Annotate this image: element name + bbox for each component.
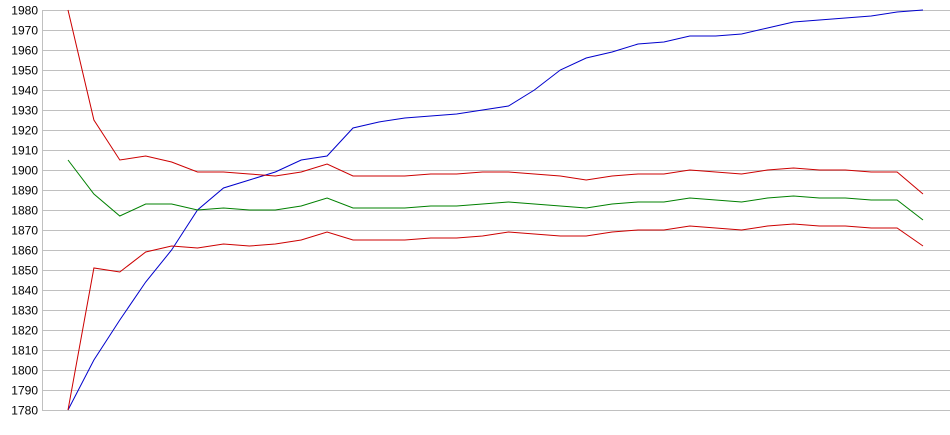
y-tick-label: 1960 bbox=[11, 44, 38, 58]
series-lines bbox=[67, 9, 924, 411]
y-tick-label: 1900 bbox=[11, 164, 38, 178]
y-tick-label: 1830 bbox=[11, 304, 38, 318]
y-tick-label: 1820 bbox=[11, 324, 38, 338]
y-tick-label: 1940 bbox=[11, 84, 38, 98]
series-line-2 bbox=[67, 159, 924, 221]
y-tick-label: 1970 bbox=[11, 24, 38, 38]
y-tick-label: 1810 bbox=[11, 344, 38, 358]
series-line-0 bbox=[67, 9, 924, 411]
y-tick-label: 1920 bbox=[11, 124, 38, 138]
y-tick-label: 1790 bbox=[11, 384, 38, 398]
y-tick-label: 1870 bbox=[11, 224, 38, 238]
gridlines bbox=[42, 10, 950, 411]
y-tick-label: 1910 bbox=[11, 144, 38, 158]
y-tick-label: 1850 bbox=[11, 264, 38, 278]
y-tick-label: 1800 bbox=[11, 364, 38, 378]
y-tick-label: 1980 bbox=[11, 4, 38, 18]
y-tick-label: 1860 bbox=[11, 244, 38, 258]
y-tick-label: 1780 bbox=[11, 404, 38, 418]
series-line-1 bbox=[67, 9, 924, 195]
y-tick-label: 1890 bbox=[11, 184, 38, 198]
y-axis-ticks: 1780 1790 1800 1810 1820 1830 1840 1850 1860 1870… bbox=[11, 4, 38, 418]
y-tick-label: 1880 bbox=[11, 204, 38, 218]
y-tick-label: 1950 bbox=[11, 64, 38, 78]
series-line-3 bbox=[67, 223, 924, 411]
y-tick-label: 1840 bbox=[11, 284, 38, 298]
y-tick-label: 1930 bbox=[11, 104, 38, 118]
